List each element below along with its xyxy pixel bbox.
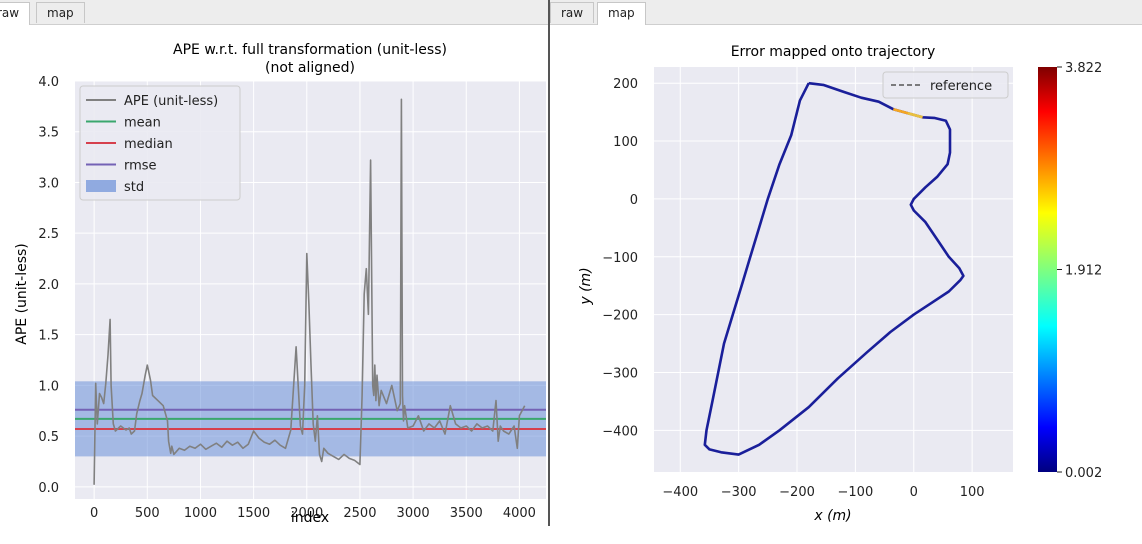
axes: −400 −300 −200 −100 0 100 200 100 0 −100 −200 −300 −… (602, 77, 984, 500)
trajectory-hot-segment (907, 112, 923, 119)
legend-label: median (124, 137, 173, 152)
colorbar: 3.822 1.912 0.002 (1038, 61, 1102, 481)
ape-line (93, 98, 526, 485)
legend-label: rmse (124, 159, 157, 174)
chart-title: Error mapped onto trajectory (731, 44, 936, 60)
plot-area (654, 67, 1013, 472)
legend: reference (882, 71, 1009, 99)
trajectory-chart: Error mapped onto trajectory −400 −300 −20… (578, 44, 1102, 524)
x-tick-label: 2000 (290, 506, 323, 521)
legend-label: APE (unit-less) (124, 94, 218, 109)
ape-series (93, 98, 526, 485)
y-tick-label: 0 (630, 193, 638, 208)
x-tick-label: −200 (779, 485, 815, 500)
x-tick-label: 1000 (184, 506, 217, 521)
x-tick-label: 2500 (343, 506, 376, 521)
x-tick-label: 1500 (237, 506, 270, 521)
grid (654, 67, 1013, 472)
y-tick-label: 200 (613, 77, 638, 92)
tab-bar: raw map (0, 0, 548, 25)
legend-swatch-std (86, 180, 116, 192)
stat-lines (75, 381, 546, 457)
tab-map[interactable]: map (597, 2, 646, 25)
y-tick-label: −400 (602, 424, 638, 439)
x-tick-label: 0 (910, 485, 918, 500)
y-tick-label: 2.0 (38, 278, 59, 293)
colorbar-tick-label: 0.002 (1065, 466, 1102, 481)
legend-box (882, 71, 1009, 99)
y-tick-label: 2.5 (38, 227, 59, 242)
x-tick-label: 100 (960, 485, 985, 500)
legend-label: mean (124, 116, 161, 131)
legend-label: reference (930, 79, 992, 94)
tab-raw[interactable]: raw (550, 2, 595, 23)
trajectory-line (703, 81, 965, 456)
pane-map-plot: raw map Error mapped onto trajectory −40… (550, 0, 1142, 544)
legend-label: std (124, 180, 144, 195)
y-tick-label: 100 (613, 135, 638, 150)
y-tick-label: 1.0 (38, 379, 59, 394)
y-tick-label: 0.0 (38, 481, 59, 496)
y-tick-label: −300 (602, 366, 638, 381)
legend-box (79, 85, 241, 201)
x-tick-label: 4000 (503, 506, 536, 521)
legend: APE (unit-less) mean median rmse std (79, 85, 241, 201)
x-axis-label: x (m) (813, 508, 851, 524)
chart-title: APE w.r.t. full transformation (unit-les… (173, 42, 447, 58)
x-tick-label: −300 (721, 485, 757, 500)
tab-map[interactable]: map (36, 2, 85, 23)
x-tick-label: 3000 (397, 506, 430, 521)
x-tick-label: 3500 (450, 506, 483, 521)
y-tick-label: 0.5 (38, 430, 59, 445)
y-tick-label: −200 (602, 309, 638, 324)
tab-raw[interactable]: raw (0, 2, 31, 25)
x-tick-label: 500 (135, 506, 160, 521)
y-axis-label: y (m) (578, 267, 594, 305)
x-tick-label: −400 (662, 485, 698, 500)
y-axis-label: APE (unit-less) (14, 243, 30, 345)
colorbar-gradient (1038, 67, 1057, 472)
pane-raw-plot: raw map APE w.r.t. full transformation (… (0, 0, 548, 544)
y-tick-label: 1.5 (38, 329, 59, 344)
trajectory-series (703, 81, 965, 456)
tab-bar: raw map (550, 0, 1142, 25)
colorbar-tick-label: 3.822 (1065, 61, 1102, 76)
chart-subtitle: (not aligned) (265, 60, 355, 76)
axes: 0 500 1000 1500 2000 2500 3000 3500 4000 0.0 0.5 1.… (38, 75, 536, 521)
y-tick-label: 4.0 (38, 75, 59, 90)
ape-chart: APE w.r.t. full transformation (unit-les… (14, 42, 546, 526)
pane-divider[interactable] (548, 0, 550, 526)
x-tick-label: 0 (90, 506, 98, 521)
x-axis-label: index (291, 510, 329, 526)
y-tick-label: 3.5 (38, 126, 59, 141)
colorbar-tick-label: 1.912 (1065, 264, 1102, 279)
y-tick-label: −100 (602, 251, 638, 266)
y-tick-label: 3.0 (38, 176, 59, 191)
x-tick-label: −100 (838, 485, 874, 500)
